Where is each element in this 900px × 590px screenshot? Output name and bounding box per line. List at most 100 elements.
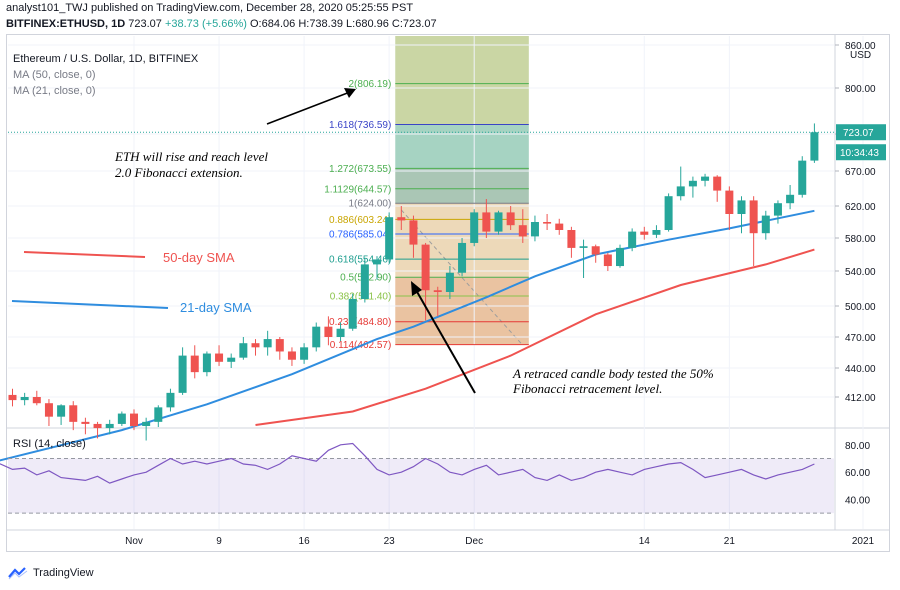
fib-extension-zone <box>395 36 529 204</box>
fib-level-label: 0.786(585.04) <box>329 229 391 240</box>
candle-body <box>227 357 236 362</box>
date-tick-label: 21 <box>724 536 736 547</box>
fib-level-label: 1(624.00) <box>348 199 391 210</box>
date-tick-label: 9 <box>216 536 222 547</box>
fib-level-label: 1.272(673.55) <box>329 164 391 175</box>
candle-body <box>409 220 418 245</box>
date-tick-label: 16 <box>299 536 311 547</box>
candle-body <box>798 160 807 195</box>
candle-body <box>421 244 430 291</box>
arrow-head-fib-2 <box>344 88 356 98</box>
last-price-badge <box>836 124 886 141</box>
price-tick-label: 500.00 <box>845 302 876 313</box>
candle-body <box>518 225 527 237</box>
candle-body <box>470 212 479 243</box>
symbol: BITFINEX:ETHUSD, 1D <box>6 18 126 30</box>
rsi-legend: RSI (14, close) <box>13 438 86 450</box>
fib-level-label: 0.236(484.80) <box>329 317 391 328</box>
price-tick-label: 440.00 <box>845 364 876 375</box>
fib-top-zone <box>395 36 529 125</box>
fib-level-label: 1.618(736.59) <box>329 120 391 131</box>
rsi-band <box>8 458 834 514</box>
arrow-to-fib-2 <box>266 91 351 125</box>
candle-body <box>530 222 539 237</box>
candle-body <box>32 397 41 404</box>
candle-body <box>130 413 138 426</box>
candle-body <box>737 200 746 214</box>
candle-body <box>324 326 333 337</box>
candle-body <box>69 405 78 422</box>
candle-body <box>458 242 467 273</box>
price-tick-label: 470.00 <box>845 333 876 344</box>
candle-body <box>117 413 126 424</box>
candle-body <box>555 223 564 230</box>
candle-body <box>543 222 552 224</box>
candle-body <box>725 190 734 214</box>
candle-body <box>348 299 357 329</box>
arrow-to-retraced-candle <box>415 289 476 394</box>
price-tick-label: 620.00 <box>845 202 876 213</box>
date-tick-label: 23 <box>384 536 396 547</box>
candle-body <box>749 200 758 234</box>
currency-label: USD <box>850 50 871 61</box>
annotation-eth-line2: 2.0 Fibonacci extension. <box>115 165 243 180</box>
symbol-quote-line: BITFINEX:ETHUSD, 1D 723.07 +38.73 (+5.66… <box>6 18 437 30</box>
price-tick-label: 670.00 <box>845 167 876 178</box>
fib-1618-zone <box>395 124 529 169</box>
rsi-line <box>0 442 815 484</box>
candle-body <box>579 246 588 248</box>
footer: TradingView <box>8 566 94 580</box>
chart-frame <box>6 34 890 552</box>
rsi-tick-label: 80.00 <box>845 441 870 452</box>
candle-body <box>506 212 515 226</box>
candle-body <box>676 186 685 197</box>
candle-body <box>373 259 381 265</box>
fib-1272-zone <box>395 168 529 204</box>
date-tick-label: Dec <box>465 536 483 547</box>
candle-body <box>773 203 782 216</box>
fib-level-label: 0.618(554.46) <box>329 255 391 266</box>
countdown-badge-text: 10:34:43 <box>840 148 879 159</box>
candle-body <box>178 355 187 393</box>
candle-body <box>360 264 369 299</box>
candle-body <box>20 397 29 401</box>
candle-body <box>300 347 309 360</box>
candle-body <box>445 272 454 292</box>
annotation-retrace-line2: Fibonacci retracement level. <box>512 381 662 396</box>
annotation-sma21: 21-day SMA <box>180 300 252 315</box>
candle-body <box>433 290 442 292</box>
high-value: H:738.39 <box>298 18 343 30</box>
candle-body <box>664 196 673 230</box>
fib-level-label: 0.382(511.40) <box>330 292 392 303</box>
fib-trendline <box>400 209 524 346</box>
candle-body <box>336 328 345 337</box>
sma50-line <box>255 248 815 426</box>
date-tick-label: Nov <box>125 536 143 547</box>
candle-body <box>202 353 211 373</box>
candle-body <box>312 326 321 348</box>
close-value: C:723.07 <box>391 18 437 30</box>
price-change: +38.73 (+5.66%) <box>164 18 247 30</box>
candle-body <box>640 231 649 235</box>
rsi-tick-label: 40.00 <box>845 496 870 507</box>
sma21-legend-line <box>11 300 169 309</box>
sma50-legend-line <box>23 251 146 258</box>
candle-body <box>239 343 248 358</box>
candle-body <box>154 407 163 422</box>
candle-body <box>105 423 114 429</box>
candle-body <box>275 339 284 352</box>
candle-body <box>713 176 722 191</box>
candle-body <box>57 405 66 417</box>
last-price-badge-text: 723.07 <box>843 128 874 139</box>
legend-title: Ethereum / U.S. Dollar, 1D, BITFINEX <box>13 53 199 65</box>
candle-body <box>166 392 175 408</box>
candle-body <box>142 421 151 426</box>
candle-body <box>628 231 637 248</box>
candle-body <box>263 339 272 348</box>
fib-level-label: 2(806.19) <box>348 79 391 90</box>
rsi-tick-label: 60.00 <box>845 468 870 479</box>
last-price: 723.07 <box>128 18 162 30</box>
candle-body <box>8 394 17 401</box>
countdown-badge <box>836 144 886 161</box>
